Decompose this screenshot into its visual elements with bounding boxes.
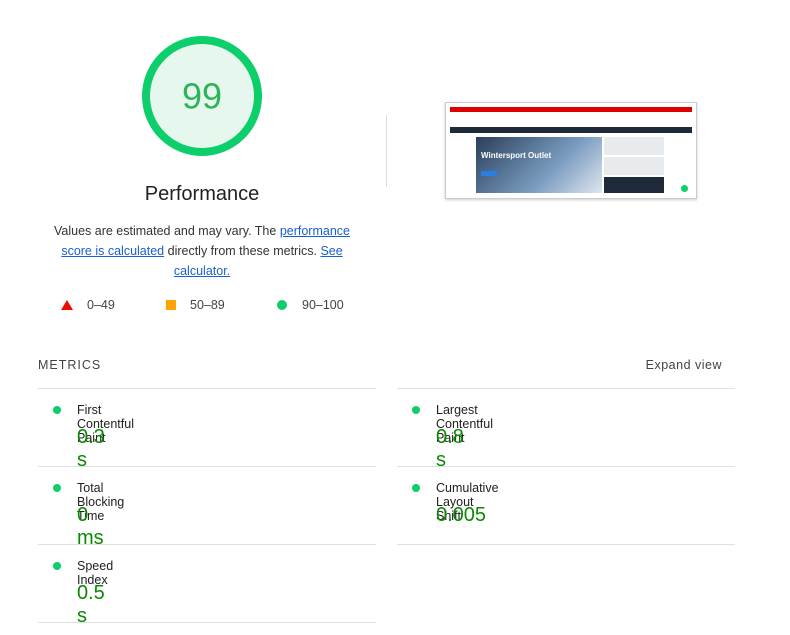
description: Values are estimated and may vary. The p…: [47, 221, 357, 281]
status-dot: [53, 406, 61, 414]
link[interactable]: See calculator.: [173, 244, 343, 278]
page-screenshot: Wintersport Outlet: [445, 102, 697, 199]
description-text: Values are estimated and may vary. The: [54, 224, 280, 238]
status-dot: [53, 484, 61, 492]
metric-name: First Contentful Paint: [77, 403, 134, 445]
expand-toggle[interactable]: Expand view: [645, 358, 722, 372]
legend-label: 90–100: [302, 298, 344, 312]
status-dot: [412, 406, 420, 414]
metric-name: Largest Contentful Paint: [436, 403, 493, 445]
metric-value: 0 ms: [77, 504, 104, 549]
gauge-score: 99: [182, 76, 222, 117]
metric-value: 0.005: [436, 504, 487, 526]
legend-fail-icon: [61, 300, 73, 310]
metric-name: Total Blocking Time: [77, 481, 125, 523]
metrics-title: METRICS: [38, 358, 102, 372]
status-dot: [412, 484, 420, 492]
metric-value: 0.5 s: [77, 582, 105, 627]
screenshot-badge: [681, 185, 688, 192]
metric-value: 0.8 s: [436, 426, 464, 471]
divider: [386, 115, 387, 187]
screenshot-bar: [450, 107, 692, 112]
screenshot-nav: [450, 127, 692, 133]
separator: [38, 466, 376, 467]
gauge-ring: [142, 36, 262, 156]
separator: [397, 388, 735, 389]
separator: [38, 622, 376, 623]
screenshot-button: [481, 171, 497, 176]
link[interactable]: performance score is calculated: [61, 224, 350, 258]
separator: [397, 544, 735, 545]
metric-name: Speed Index: [77, 559, 114, 587]
legend-average-icon: [166, 300, 176, 310]
screenshot-hero: Wintersport Outlet: [476, 137, 602, 193]
legend-label: 0–49: [87, 298, 115, 312]
screenshot-tile: [604, 137, 664, 155]
separator: [38, 544, 376, 545]
screenshot-heading: Wintersport Outlet: [481, 151, 552, 160]
separator: [38, 388, 376, 389]
status-dot: [53, 562, 61, 570]
gauge-title: Performance: [144, 183, 260, 205]
metric-value: 0.3 s: [77, 426, 105, 471]
screenshot-tile: [604, 177, 664, 193]
metric-name: Cumulative Layout Shift: [436, 481, 499, 523]
score-gauge: 99: [142, 36, 262, 156]
separator: [397, 466, 735, 467]
screenshot-tile: [604, 157, 664, 175]
description-text: directly from these metrics.: [164, 244, 321, 258]
legend-label: 50–89: [190, 298, 225, 312]
legend-pass-icon: [277, 300, 287, 310]
